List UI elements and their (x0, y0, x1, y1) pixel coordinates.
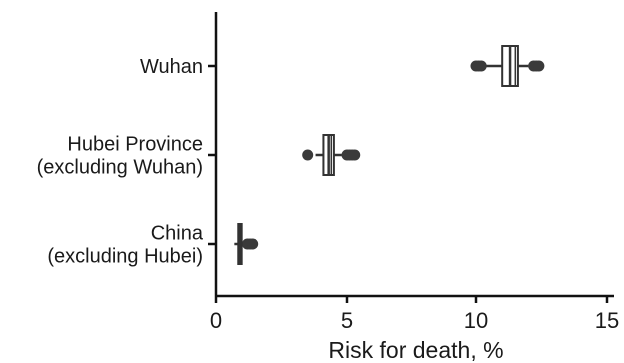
category-label: China (151, 223, 204, 245)
box-plot-item (234, 223, 259, 265)
category-label: Hubei Province (67, 134, 203, 156)
outlier-point (349, 149, 361, 161)
outlier-point (247, 238, 259, 250)
outlier-point (533, 60, 545, 72)
x-tick-label: 0 (210, 308, 222, 333)
category-label: (excluding Wuhan) (37, 157, 203, 179)
box-plot-item (302, 134, 361, 176)
axes (214, 12, 614, 298)
category-labels: Wuhan Hubei Province(excluding Wuhan) Chin… (37, 56, 216, 268)
box-plot-item (470, 45, 545, 87)
x-tick-label: 5 (341, 308, 353, 333)
x-tick-label: 10 (464, 308, 488, 333)
x-tick-label: 15 (595, 308, 619, 333)
outlier-point (475, 60, 487, 72)
box-series (234, 45, 545, 265)
category-label: (excluding Hubei) (47, 246, 203, 268)
outlier-point (302, 149, 314, 161)
x-axis-title: Risk for death, % (328, 337, 503, 363)
category-label: Wuhan (140, 56, 203, 78)
x-ticks: 0 5 10 15 (210, 296, 619, 333)
